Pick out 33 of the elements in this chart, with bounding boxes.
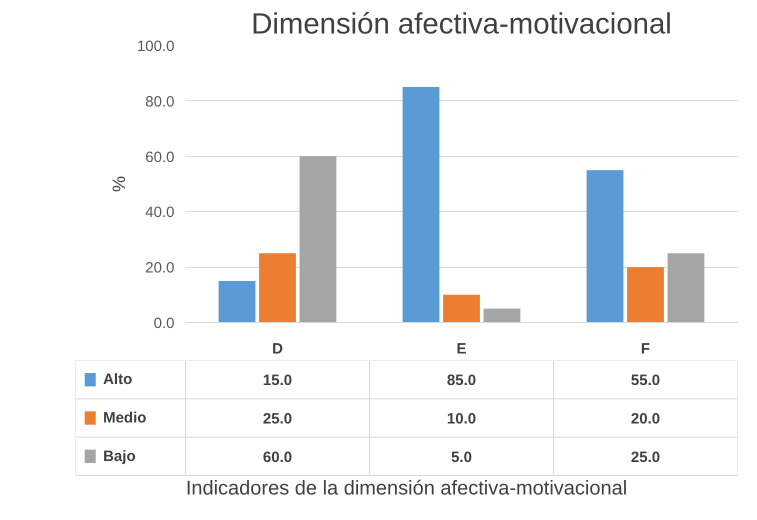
y-axis-title: % (108, 176, 129, 192)
y-tick-label: 20.0 (145, 260, 175, 277)
data-label: 25.0 (630, 448, 660, 466)
y-tick-label: 100.0 (136, 38, 175, 55)
bar (402, 87, 440, 322)
data-label: 10.0 (446, 410, 476, 428)
data-label: 85.0 (446, 372, 476, 390)
bar (218, 280, 256, 322)
data-label: 15.0 (262, 372, 292, 390)
y-tick-label: 0.0 (154, 315, 175, 332)
legend-label: Medio (103, 410, 146, 426)
bar (300, 156, 336, 322)
data-label: 55.0 (630, 372, 660, 390)
bar (627, 267, 664, 322)
x-tick-label: E (456, 340, 467, 358)
y-tick-label: 80.0 (145, 93, 175, 110)
chart-title: Dimensión afectiva-motivacional (251, 8, 672, 40)
bar (259, 253, 296, 322)
data-label: 25.0 (262, 410, 292, 428)
x-tick-label: F (640, 340, 650, 358)
legend-label: Bajo (103, 448, 136, 465)
bar (484, 308, 520, 322)
data-label: 20.0 (630, 410, 660, 428)
legend-label: Alto (103, 371, 132, 388)
bar (668, 253, 704, 322)
data-label: 60.0 (262, 448, 292, 466)
data-label: 5.0 (451, 448, 472, 466)
bar (443, 294, 480, 322)
x-tick-label: D (272, 340, 284, 358)
text: Indicadores de la dimensión afectiva-motivacional (186, 478, 628, 500)
bar (586, 170, 624, 322)
y-tick-label: 60.0 (145, 148, 175, 166)
y-tick-label: 40.0 (145, 204, 175, 222)
